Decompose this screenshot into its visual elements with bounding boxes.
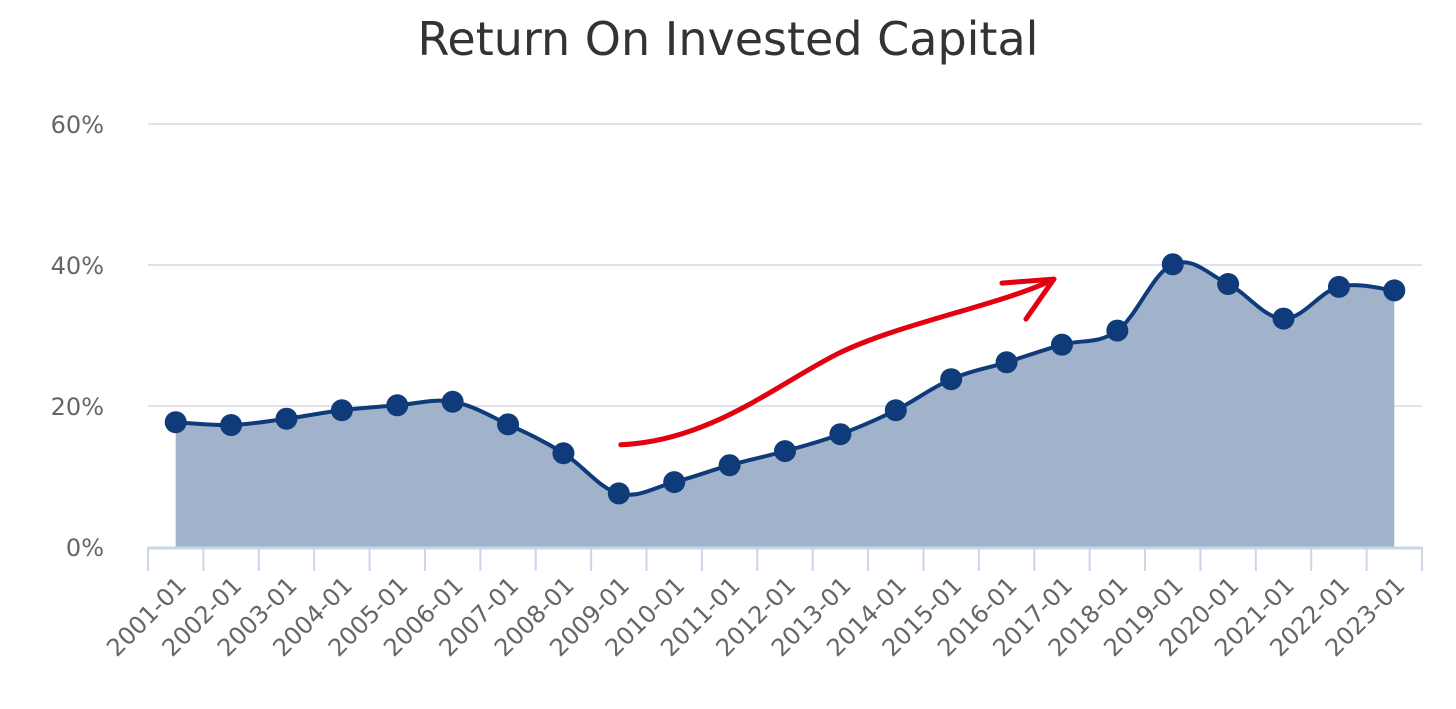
data-point-2020-01[interactable]	[1217, 273, 1240, 296]
data-point-2008-01[interactable]	[552, 442, 575, 465]
data-point-2022-01[interactable]	[1327, 275, 1350, 298]
data-point-2011-01[interactable]	[718, 454, 741, 477]
data-point-2014-01[interactable]	[884, 399, 907, 422]
data-point-2007-01[interactable]	[497, 413, 520, 436]
y-tick-label: 60%	[51, 111, 104, 139]
x-axis	[147, 546, 1423, 571]
y-axis-labels: 0% 20% 40% 60%	[51, 111, 104, 562]
data-point-2009-01[interactable]	[607, 482, 630, 505]
data-point-2013-01[interactable]	[829, 423, 852, 446]
annotation-arrow-head	[999, 276, 1057, 322]
data-point-2001-01[interactable]	[164, 411, 187, 434]
data-point-2021-01[interactable]	[1272, 307, 1295, 330]
annotation-arrow-shaft	[618, 276, 1057, 448]
data-point-2019-01[interactable]	[1161, 253, 1184, 276]
data-point-2012-01[interactable]	[774, 440, 796, 463]
data-point-2010-01[interactable]	[663, 471, 686, 494]
annotation-arrow	[618, 276, 1057, 448]
chart-title: Return On Invested Capital	[417, 12, 1039, 66]
data-point-2004-01[interactable]	[330, 399, 353, 422]
data-point-2023-01[interactable]	[1383, 279, 1406, 302]
y-tick-label: 0%	[66, 534, 104, 562]
data-point-2017-01[interactable]	[1050, 333, 1073, 356]
data-point-2018-01[interactable]	[1106, 319, 1129, 342]
data-point-2002-01[interactable]	[220, 414, 243, 437]
data-point-2016-01[interactable]	[995, 351, 1018, 374]
data-point-2005-01[interactable]	[386, 394, 409, 417]
data-point-2006-01[interactable]	[441, 390, 464, 413]
area-fill-shape	[175, 262, 1395, 547]
y-tick-label: 20%	[51, 393, 104, 421]
x-axis-labels: 2001-012002-012003-012004-012005-012006-…	[101, 571, 1410, 662]
data-points	[164, 253, 1406, 505]
data-point-2003-01[interactable]	[275, 407, 298, 430]
y-tick-label: 40%	[51, 252, 104, 280]
area-fill	[175, 262, 1395, 547]
data-point-2015-01[interactable]	[940, 368, 963, 391]
